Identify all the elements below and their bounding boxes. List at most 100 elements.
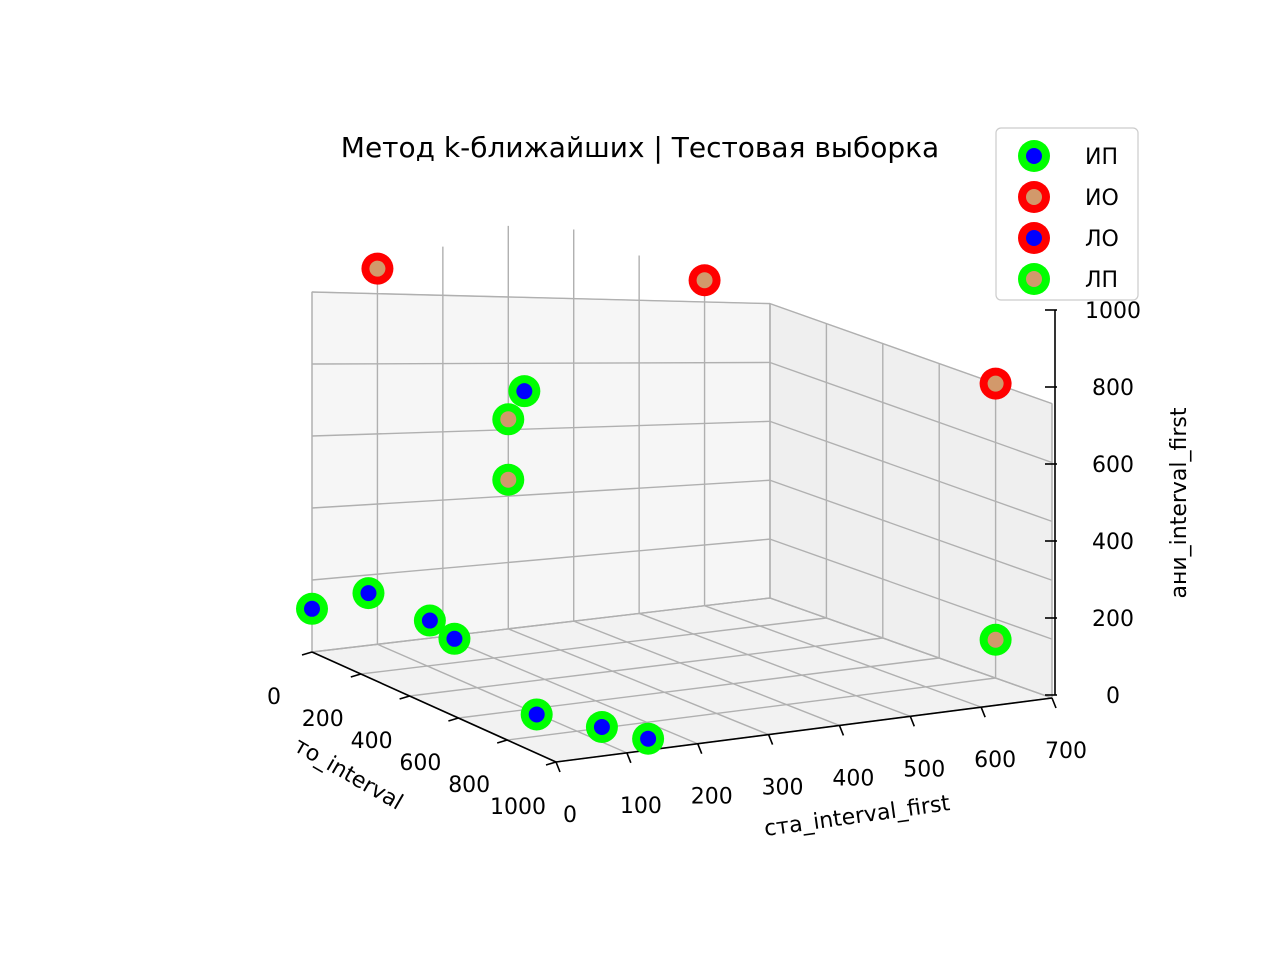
point-face: [421, 612, 438, 629]
scatter-points: [296, 252, 1012, 755]
y-tick-label: 700: [1045, 739, 1087, 764]
legend-label: ЛО: [1085, 227, 1119, 252]
scatter-point: [632, 722, 665, 755]
y-tick-label: 500: [903, 757, 945, 782]
z-tick-label: 1000: [1085, 299, 1141, 324]
y-tick: [767, 734, 774, 745]
back-grid-z: [769, 538, 1053, 640]
x-tick-label: 600: [399, 751, 441, 776]
back-grid-z: [769, 420, 1053, 523]
z-tick-label: 600: [1092, 453, 1134, 478]
y-tick: [980, 706, 986, 718]
x-tick-label: 0: [267, 685, 281, 710]
point-face: [360, 585, 377, 602]
y-tick: [696, 743, 703, 755]
legend-entry: ИО: [1018, 181, 1119, 213]
point-face: [987, 375, 1004, 392]
x-tick-label: 400: [351, 729, 393, 754]
legend-marker-face: [1026, 271, 1042, 287]
back-grid-z: [769, 479, 1053, 581]
floor-grid-y: [508, 628, 769, 736]
point-face: [640, 730, 657, 747]
legend-label: ИП: [1085, 145, 1118, 170]
left-grid-z: [311, 479, 771, 509]
y-tick-label: 300: [762, 776, 804, 801]
y-tick-label: 200: [691, 785, 733, 810]
floor-grid-x: [409, 637, 883, 697]
x-tick-label: 800: [448, 773, 490, 798]
y-tick: [1051, 697, 1057, 709]
point-face: [304, 600, 320, 617]
x-tick-label: 1000: [490, 795, 546, 820]
x-axis-line: [311, 651, 557, 763]
axis-panes: [309, 291, 1053, 763]
y-tick-label: 400: [832, 766, 874, 791]
scatter-point: [438, 622, 471, 655]
x-tick: [399, 695, 410, 700]
scatter-point: [361, 252, 394, 285]
legend-label: ИО: [1085, 186, 1119, 211]
y-tick: [909, 715, 916, 727]
z-tick-label: 200: [1092, 607, 1134, 632]
legend-entry: ЛО: [1018, 222, 1119, 254]
back-grid-z: [769, 361, 1053, 464]
point-face: [528, 706, 545, 723]
left-grid-z: [311, 597, 771, 653]
legend-marker-face: [1026, 189, 1042, 205]
y-tick-label: 100: [620, 794, 662, 819]
z-axis-label: ани_interval_first: [1167, 407, 1192, 598]
x-tick: [448, 717, 459, 722]
left-grid-z: [311, 361, 771, 365]
floor-grid-y: [377, 643, 628, 754]
legend-label: ЛП: [1085, 268, 1118, 293]
y-tick: [838, 725, 845, 736]
z-tick-label: 800: [1092, 376, 1134, 401]
x-tick: [545, 761, 557, 766]
y-tick-label: 600: [974, 748, 1016, 773]
legend: ИП ИО ЛО ЛП: [995, 127, 1139, 301]
x-tick: [496, 739, 508, 744]
legend-marker-face: [1026, 230, 1042, 246]
x-tick: [301, 651, 313, 656]
point-face: [593, 718, 610, 735]
back-grid-z: [769, 597, 1053, 699]
scatter-point: [352, 577, 385, 610]
y-tick: [626, 752, 632, 764]
point-face: [500, 471, 517, 488]
left-grid-z: [311, 538, 771, 581]
floor-grid-y: [638, 612, 911, 717]
floor-grid-y: [573, 620, 840, 727]
point-face: [369, 260, 386, 277]
grid-lines: [311, 225, 1053, 763]
scatter-point: [413, 604, 446, 637]
left-grid-z: [311, 420, 771, 437]
legend-entry: ИП: [1018, 140, 1118, 172]
scatter-point: [520, 698, 553, 731]
scatter-point: [492, 403, 525, 436]
scatter-point: [492, 463, 525, 496]
chart-title: Метод k-ближайших | Тестовая выборка: [341, 131, 939, 164]
scatter-point: [296, 592, 328, 625]
scatter-point: [979, 623, 1012, 656]
floor-grid-y: [704, 605, 982, 708]
point-face: [516, 383, 533, 400]
legend-marker-face: [1026, 148, 1042, 164]
point-face: [696, 272, 713, 289]
floor-grid-x: [360, 617, 827, 675]
x-tick: [350, 673, 362, 678]
scatter-point: [979, 367, 1012, 400]
point-face: [446, 630, 463, 647]
point-face: [987, 631, 1004, 648]
y-tick-label: 0: [563, 803, 577, 828]
scatter-point: [508, 375, 541, 408]
legend-entry: ЛП: [1018, 263, 1118, 295]
point-face: [500, 411, 517, 428]
x-tick-label: 200: [302, 707, 344, 732]
scatter-point: [688, 264, 721, 297]
y-tick: [555, 761, 561, 773]
scatter-point: [585, 710, 618, 743]
left-grid-z: [311, 291, 771, 305]
z-tick-label: 400: [1092, 530, 1134, 555]
